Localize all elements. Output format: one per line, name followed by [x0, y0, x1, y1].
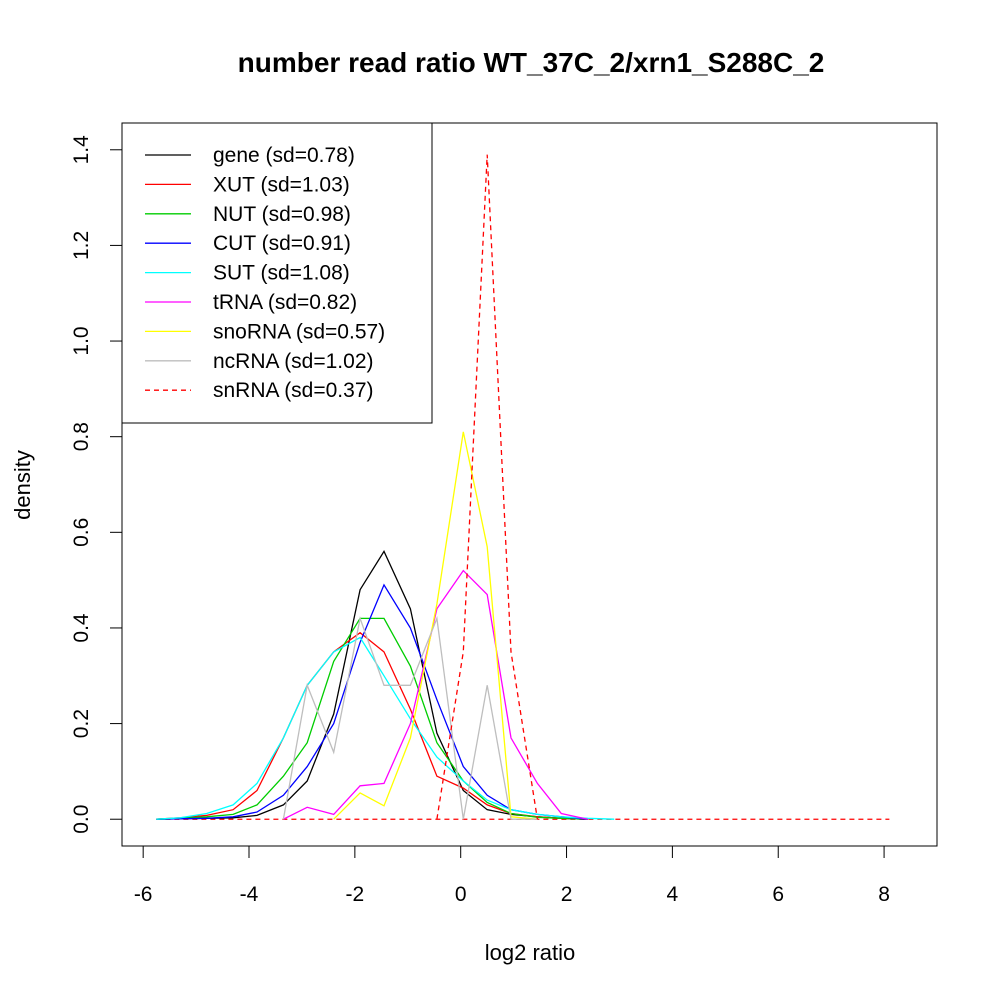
legend-label-3: CUT (sd=0.91)	[213, 232, 351, 255]
x-axis: -6 -4 -2 0 2 4 6 8	[134, 845, 890, 906]
y-tick-label: 1.0	[70, 326, 93, 355]
series-line-4	[156, 636, 615, 820]
x-tick-label: 4	[667, 883, 679, 906]
legend-label-5: tRNA (sd=0.82)	[213, 291, 357, 314]
series-lines	[156, 154, 890, 820]
series-line-6	[333, 431, 538, 820]
legend-label-7: ncRNA (sd=1.02)	[213, 350, 374, 373]
x-axis-label: log2 ratio	[485, 940, 576, 965]
x-tick-label: 0	[455, 883, 467, 906]
y-tick-label: 0.2	[70, 709, 93, 738]
y-tick-label: 0.6	[70, 518, 93, 547]
series-line-7	[282, 615, 538, 820]
legend-label-8: snRNA (sd=0.37)	[213, 379, 374, 402]
series-line-2	[156, 617, 588, 820]
series-line-8	[436, 154, 539, 820]
x-tick-label: 8	[878, 883, 890, 906]
legend-label-6: snoRNA (sd=0.57)	[213, 320, 385, 343]
y-tick-label: 1.4	[70, 135, 93, 165]
y-tick-label: 0.4	[70, 613, 93, 643]
x-tick-label: 6	[772, 883, 784, 906]
series-line-0	[156, 550, 588, 820]
chart-title: number read ratio WT_37C_2/xrn1_S288C_2	[238, 47, 825, 78]
x-tick-label: -4	[240, 883, 259, 906]
y-tick-label: 0.8	[70, 422, 93, 451]
series-line-5	[283, 569, 588, 820]
legend: gene (sd=0.78) XUT (sd=1.03) NUT (sd=0.98)…	[121, 122, 433, 424]
x-tick-label: 2	[561, 883, 573, 906]
legend-label-0: gene (sd=0.78)	[213, 144, 355, 167]
legend-label-1: XUT (sd=1.03)	[213, 173, 350, 196]
legend-label-4: SUT (sd=1.08)	[213, 262, 350, 285]
y-axis: 0.0 0.2 0.4 0.6 0.8 1.0 1.2 1.4	[70, 135, 123, 834]
y-tick-label: 1.2	[70, 231, 93, 260]
x-tick-label: -2	[346, 883, 365, 906]
legend-label-2: NUT (sd=0.98)	[213, 203, 351, 226]
y-axis-label: density	[10, 450, 35, 520]
x-tick-label: -6	[134, 883, 153, 906]
y-tick-label: 0.0	[70, 805, 93, 834]
